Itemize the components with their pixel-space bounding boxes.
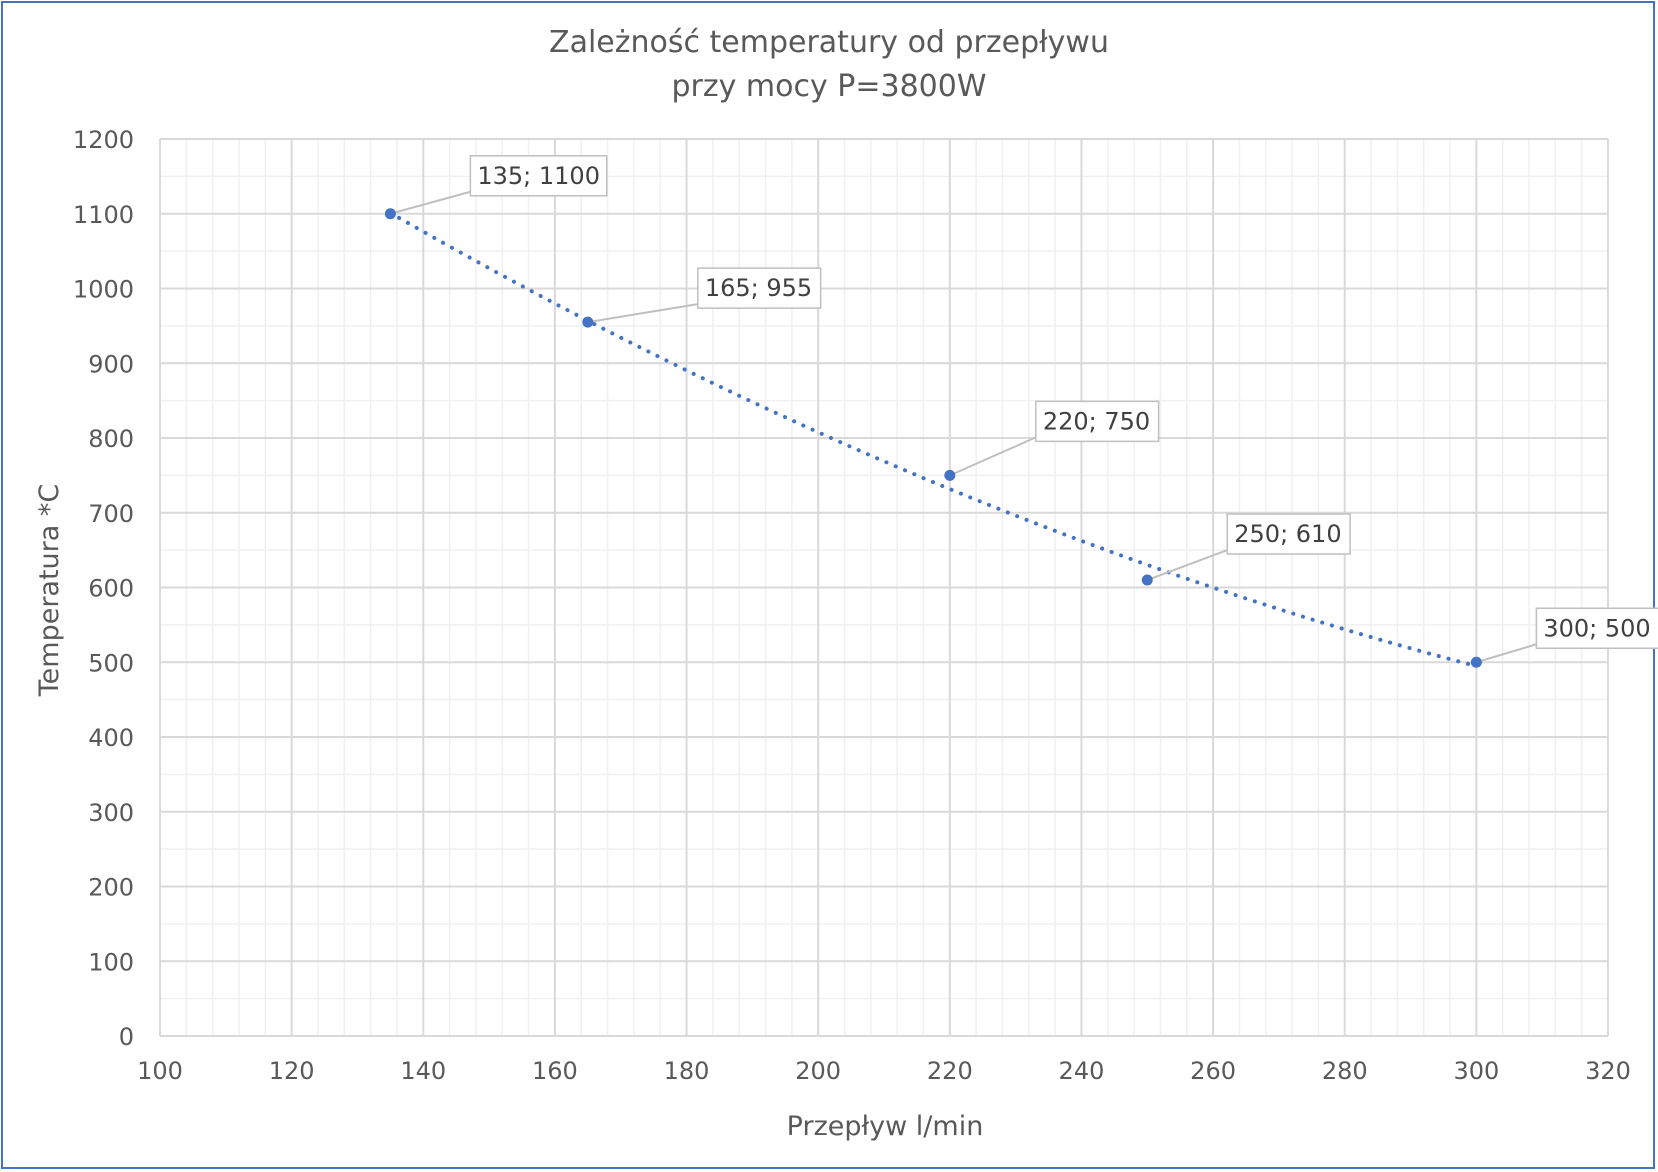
- data-point: [944, 469, 956, 481]
- data-point: [1470, 656, 1482, 668]
- x-tick-label: 260: [1190, 1057, 1236, 1085]
- x-axis-title: Przepływ l/min: [787, 1111, 984, 1142]
- data-label: 250; 610: [1234, 520, 1341, 548]
- x-tick-label: 120: [269, 1057, 315, 1085]
- y-tick-label: 600: [88, 575, 134, 603]
- major-gridlines: [159, 138, 1609, 1037]
- x-tick-label: 240: [1059, 1057, 1105, 1085]
- data-label: 300; 500: [1543, 614, 1650, 642]
- data-label-box: [1535, 607, 1658, 649]
- y-tick-label: 1200: [73, 126, 134, 154]
- y-tick-label: 400: [88, 724, 134, 752]
- x-tick-label: 180: [664, 1057, 710, 1085]
- x-tick-label: 140: [400, 1057, 446, 1085]
- data-point: [384, 208, 396, 220]
- data-label-box: [469, 155, 608, 197]
- data-labels: 135; 1100 165; 955 220; 750 250; 610 300; 50…: [469, 155, 1658, 649]
- x-tick-label: 300: [1453, 1057, 1499, 1085]
- y-tick-label: 200: [88, 874, 134, 902]
- y-tick-label: 500: [88, 649, 134, 677]
- data-label: 165; 955: [705, 274, 812, 302]
- data-points: [384, 208, 1482, 668]
- y-tick-label: 800: [88, 425, 134, 453]
- y-tick-label: 700: [88, 500, 134, 528]
- y-tick-label: 1000: [73, 276, 134, 304]
- data-point: [1141, 574, 1153, 586]
- x-tick-label: 100: [137, 1057, 183, 1085]
- data-label-box: [1035, 400, 1160, 443]
- chart-title: Zależność temperatury od przepływu: [549, 25, 1109, 60]
- data-point: [582, 316, 594, 328]
- leader-line: [949, 436, 1037, 477]
- x-axis-tick-labels: 100 120 140 160 180 200 220 240 260 280 300 320: [137, 1057, 1631, 1085]
- x-tick-label: 320: [1585, 1057, 1631, 1085]
- data-label-leader-lines: [390, 190, 1537, 664]
- x-tick-label: 280: [1322, 1057, 1368, 1085]
- x-tick-label: 200: [795, 1057, 841, 1085]
- leader-line: [587, 303, 698, 324]
- trendline-path: [388, 210, 1479, 669]
- leader-line: [390, 190, 471, 215]
- x-tick-label: 160: [532, 1057, 578, 1085]
- leader-line: [1146, 549, 1228, 581]
- trendline: [388, 210, 1479, 669]
- x-tick-label: 220: [927, 1057, 973, 1085]
- y-axis-title: Temperatura *C: [34, 484, 65, 698]
- y-tick-label: 0: [119, 1023, 134, 1051]
- data-label: 135; 1100: [477, 162, 600, 190]
- y-tick-label: 100: [88, 948, 134, 976]
- leader-line: [1476, 643, 1537, 664]
- chart-subtitle: przy mocy P=3800W: [671, 69, 986, 104]
- y-axis-tick-labels: 0 100 200 300 400 500 600 700 800 900 1000 1100 1200: [73, 126, 134, 1051]
- data-label: 220; 750: [1043, 407, 1150, 435]
- y-tick-label: 900: [88, 350, 134, 378]
- data-label-box: [1226, 513, 1351, 555]
- data-label-box: [697, 267, 822, 309]
- y-tick-label: 1100: [73, 201, 134, 229]
- y-tick-label: 300: [88, 799, 134, 827]
